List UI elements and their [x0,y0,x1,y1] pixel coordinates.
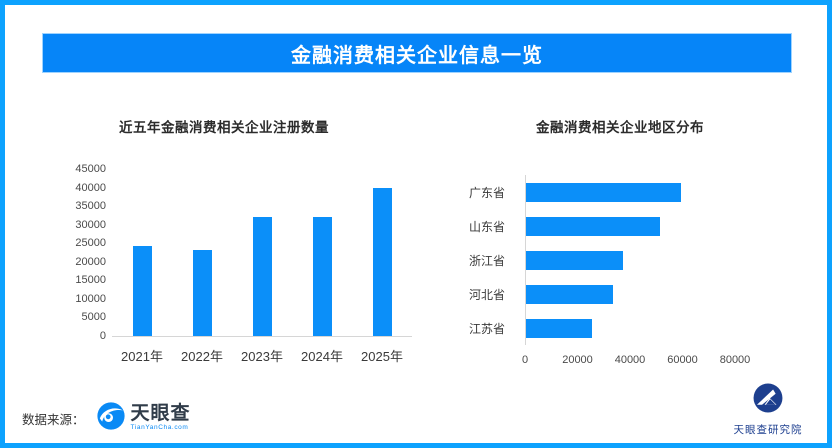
tianyancha-name: 天眼查 [130,403,191,425]
bar-浙江省 [526,250,624,270]
institute-mountain-icon [751,383,785,419]
category-label: 江苏省 [468,322,505,336]
registration-trend-chart: 近五年金融消费相关企业注册数量 0 5000 10000 15000 20000 2500… [62,100,422,400]
tianyancha-logo: 天眼查 TianYanCha.com [95,400,191,437]
category-label: 河北省 [468,288,505,302]
bar-江苏省 [526,318,592,338]
page-title-banner: 金融消费相关企业信息一览 [42,33,792,73]
right-chart-title: 金融消费相关企业地区分布 [536,120,704,135]
x-axis-line [112,336,412,337]
institute-logo: 天眼查研究院 [715,381,821,437]
x-axis-tick-label: 40000 [614,354,646,366]
y-axis-tick-label: 35000 [75,200,106,213]
x-axis-tick-label: 20000 [562,354,593,366]
bar-2022年 [192,249,212,336]
y-axis-tick-label: 10000 [75,292,106,305]
bar-2025年 [372,188,392,336]
left-chart-title: 近五年金融消费相关企业注册数量 [119,120,329,135]
bar-2024年 [312,217,332,336]
tianyancha-eye-icon [95,400,127,437]
y-axis-tick-label: 40000 [75,181,106,194]
vertical-bar-plot: 0 5000 10000 15000 20000 25000 30000 35000 40000… [62,161,422,391]
y-axis-line [525,175,526,345]
x-axis-tick-label: 80000 [719,354,751,366]
y-axis-tick-label: 25000 [75,237,106,250]
x-axis-category-label: 2024年 [301,349,343,364]
category-label: 浙江省 [468,254,505,268]
category-label: 广东省 [468,186,505,200]
horizontal-bar-plot: 0 20000 40000 60000 80000 广东省山东省浙江省河北省江苏省 [440,161,800,391]
bar-广东省 [526,182,681,202]
bar-2021年 [132,245,152,336]
y-axis-tick-label: 5000 [81,311,106,324]
bar-2023年 [252,217,272,336]
x-axis-tick-label: 0 [521,354,529,366]
y-axis-tick-label: 30000 [75,218,106,231]
institute-name: 天眼查研究院 [733,424,803,436]
x-axis-category-label: 2023年 [241,349,283,364]
bar-河北省 [526,284,613,304]
y-axis-tick-label: 15000 [75,274,106,287]
x-axis-category-label: 2025年 [361,349,403,364]
x-axis-category-label: 2021年 [121,349,163,364]
tianyancha-wordmark: 天眼查 TianYanCha.com [131,404,191,432]
bar-山东省 [526,216,660,236]
page-title: 金融消费相关企业信息一览 [291,44,543,67]
x-axis-tick-label: 60000 [667,354,698,366]
y-axis-tick-label: 20000 [75,255,106,268]
data-source-label: 数据来源： [22,412,85,427]
y-axis-tick-label: 0 [99,330,106,342]
y-axis-tick-label: 45000 [75,163,106,175]
x-axis-category-label: 2022年 [181,349,223,364]
category-label: 山东省 [468,220,505,234]
data-source-row: 数据来源： 天眼查 TianYanCha.com [22,398,191,438]
tianyancha-domain: TianYanCha.com [130,424,189,432]
region-distribution-chart: 金融消费相关企业地区分布 0 20000 40000 60000 80000 广东省山东省… [440,100,800,400]
